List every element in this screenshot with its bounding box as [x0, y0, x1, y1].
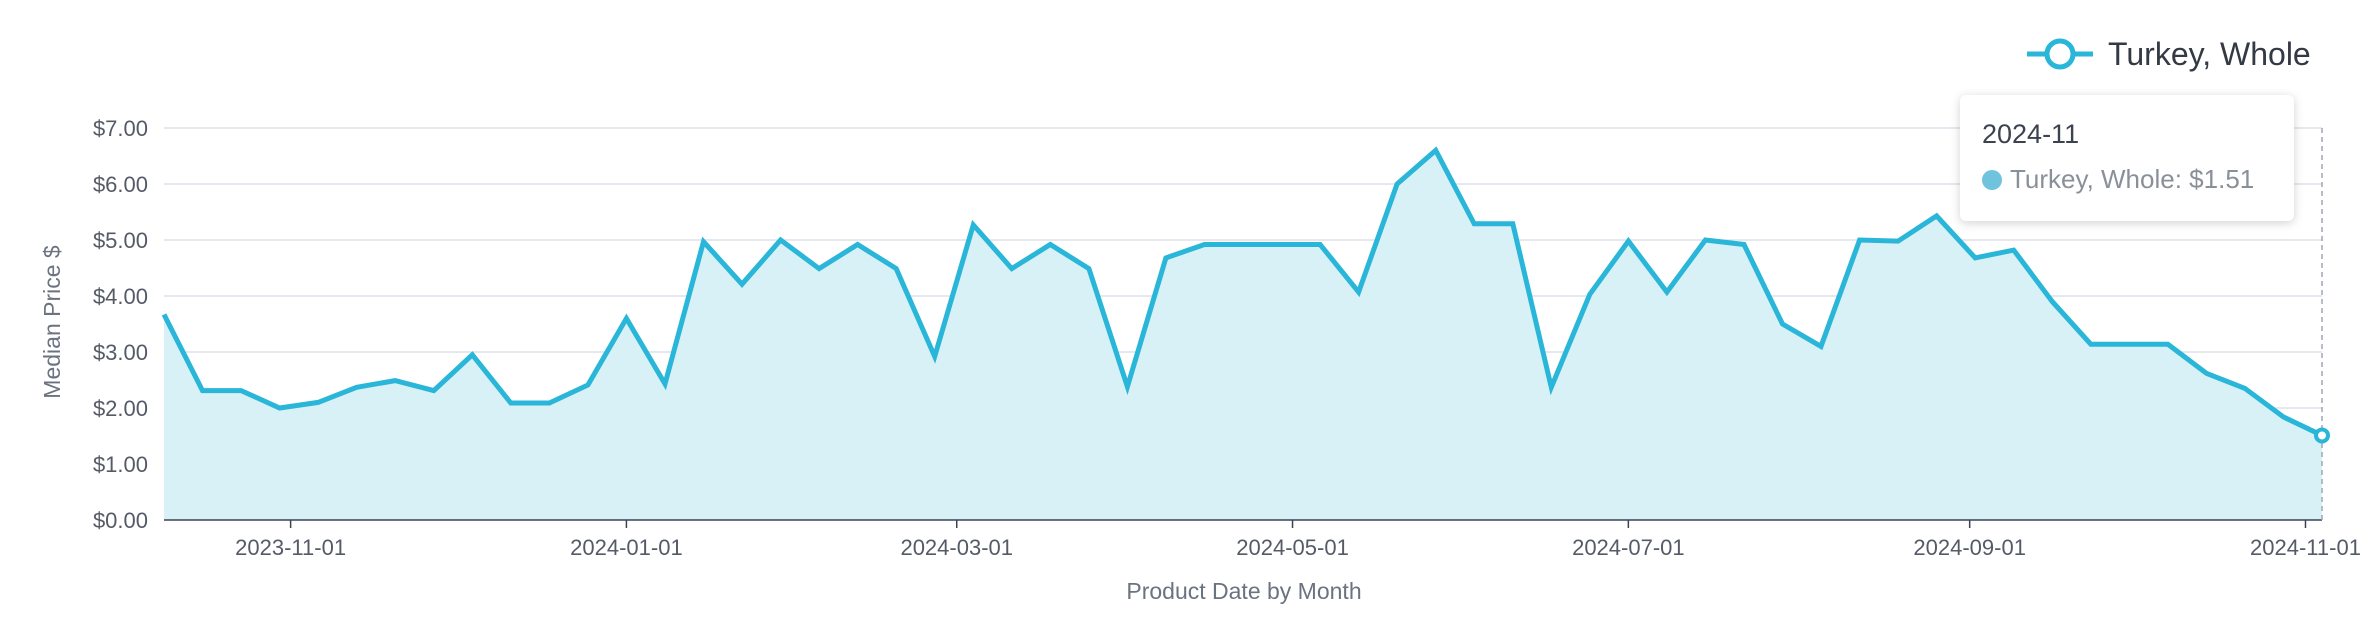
- y-tick-label: $1.00: [93, 452, 148, 477]
- tooltip-value: $1.51: [2189, 164, 2255, 194]
- x-tick-label: 2024-11-01: [2250, 535, 2361, 560]
- x-tick-label: 2024-03-01: [900, 535, 1013, 560]
- x-axis-title: Product Date by Month: [1126, 578, 1361, 604]
- y-tick-label: $6.00: [93, 172, 148, 197]
- series-line[interactable]: [161, 146, 2324, 438]
- y-tick-label: $7.00: [93, 116, 148, 141]
- legend-label: Turkey, Whole: [2108, 36, 2311, 72]
- tooltip-series-name: Turkey, Whole: [2010, 164, 2175, 194]
- y-tick-label: $4.00: [93, 284, 148, 309]
- x-tick-label: 2024-05-01: [1236, 535, 1349, 560]
- legend-circle-icon: [2044, 38, 2076, 70]
- legend[interactable]: Turkey, Whole: [2027, 36, 2311, 72]
- x-tick-label: 2024-07-01: [1572, 535, 1685, 560]
- tooltip-row: Turkey, Whole: $1.51: [1982, 164, 2272, 195]
- x-tick-label: 2023-11-01: [235, 535, 346, 560]
- tooltip-title: 2024-11: [1982, 119, 2080, 149]
- y-axis-ticks: $0.00 $1.00 $2.00 $3.00 $4.00 $5.00 $6.00 $7.00: [93, 116, 148, 533]
- y-tick-label: $2.00: [93, 396, 148, 421]
- hover-point-marker[interactable]: [2314, 427, 2330, 444]
- tooltip: 2024-11 Turkey, Whole: $1.51: [1960, 95, 2294, 221]
- y-tick-label: $0.00: [93, 508, 148, 533]
- tooltip-series-dot: [1982, 169, 2002, 190]
- x-tick-label: 2024-09-01: [1913, 535, 2026, 560]
- x-tick-label: 2024-01-01: [570, 535, 683, 560]
- y-axis-title: Median Price $: [39, 245, 65, 399]
- tooltip-separator: :: [2174, 164, 2190, 194]
- y-tick-label: $3.00: [93, 340, 148, 365]
- y-tick-label: $5.00: [93, 228, 148, 253]
- x-axis-ticks: 2023-11-01 2024-01-01 2024-03-01 2024-05-01…: [235, 520, 2361, 560]
